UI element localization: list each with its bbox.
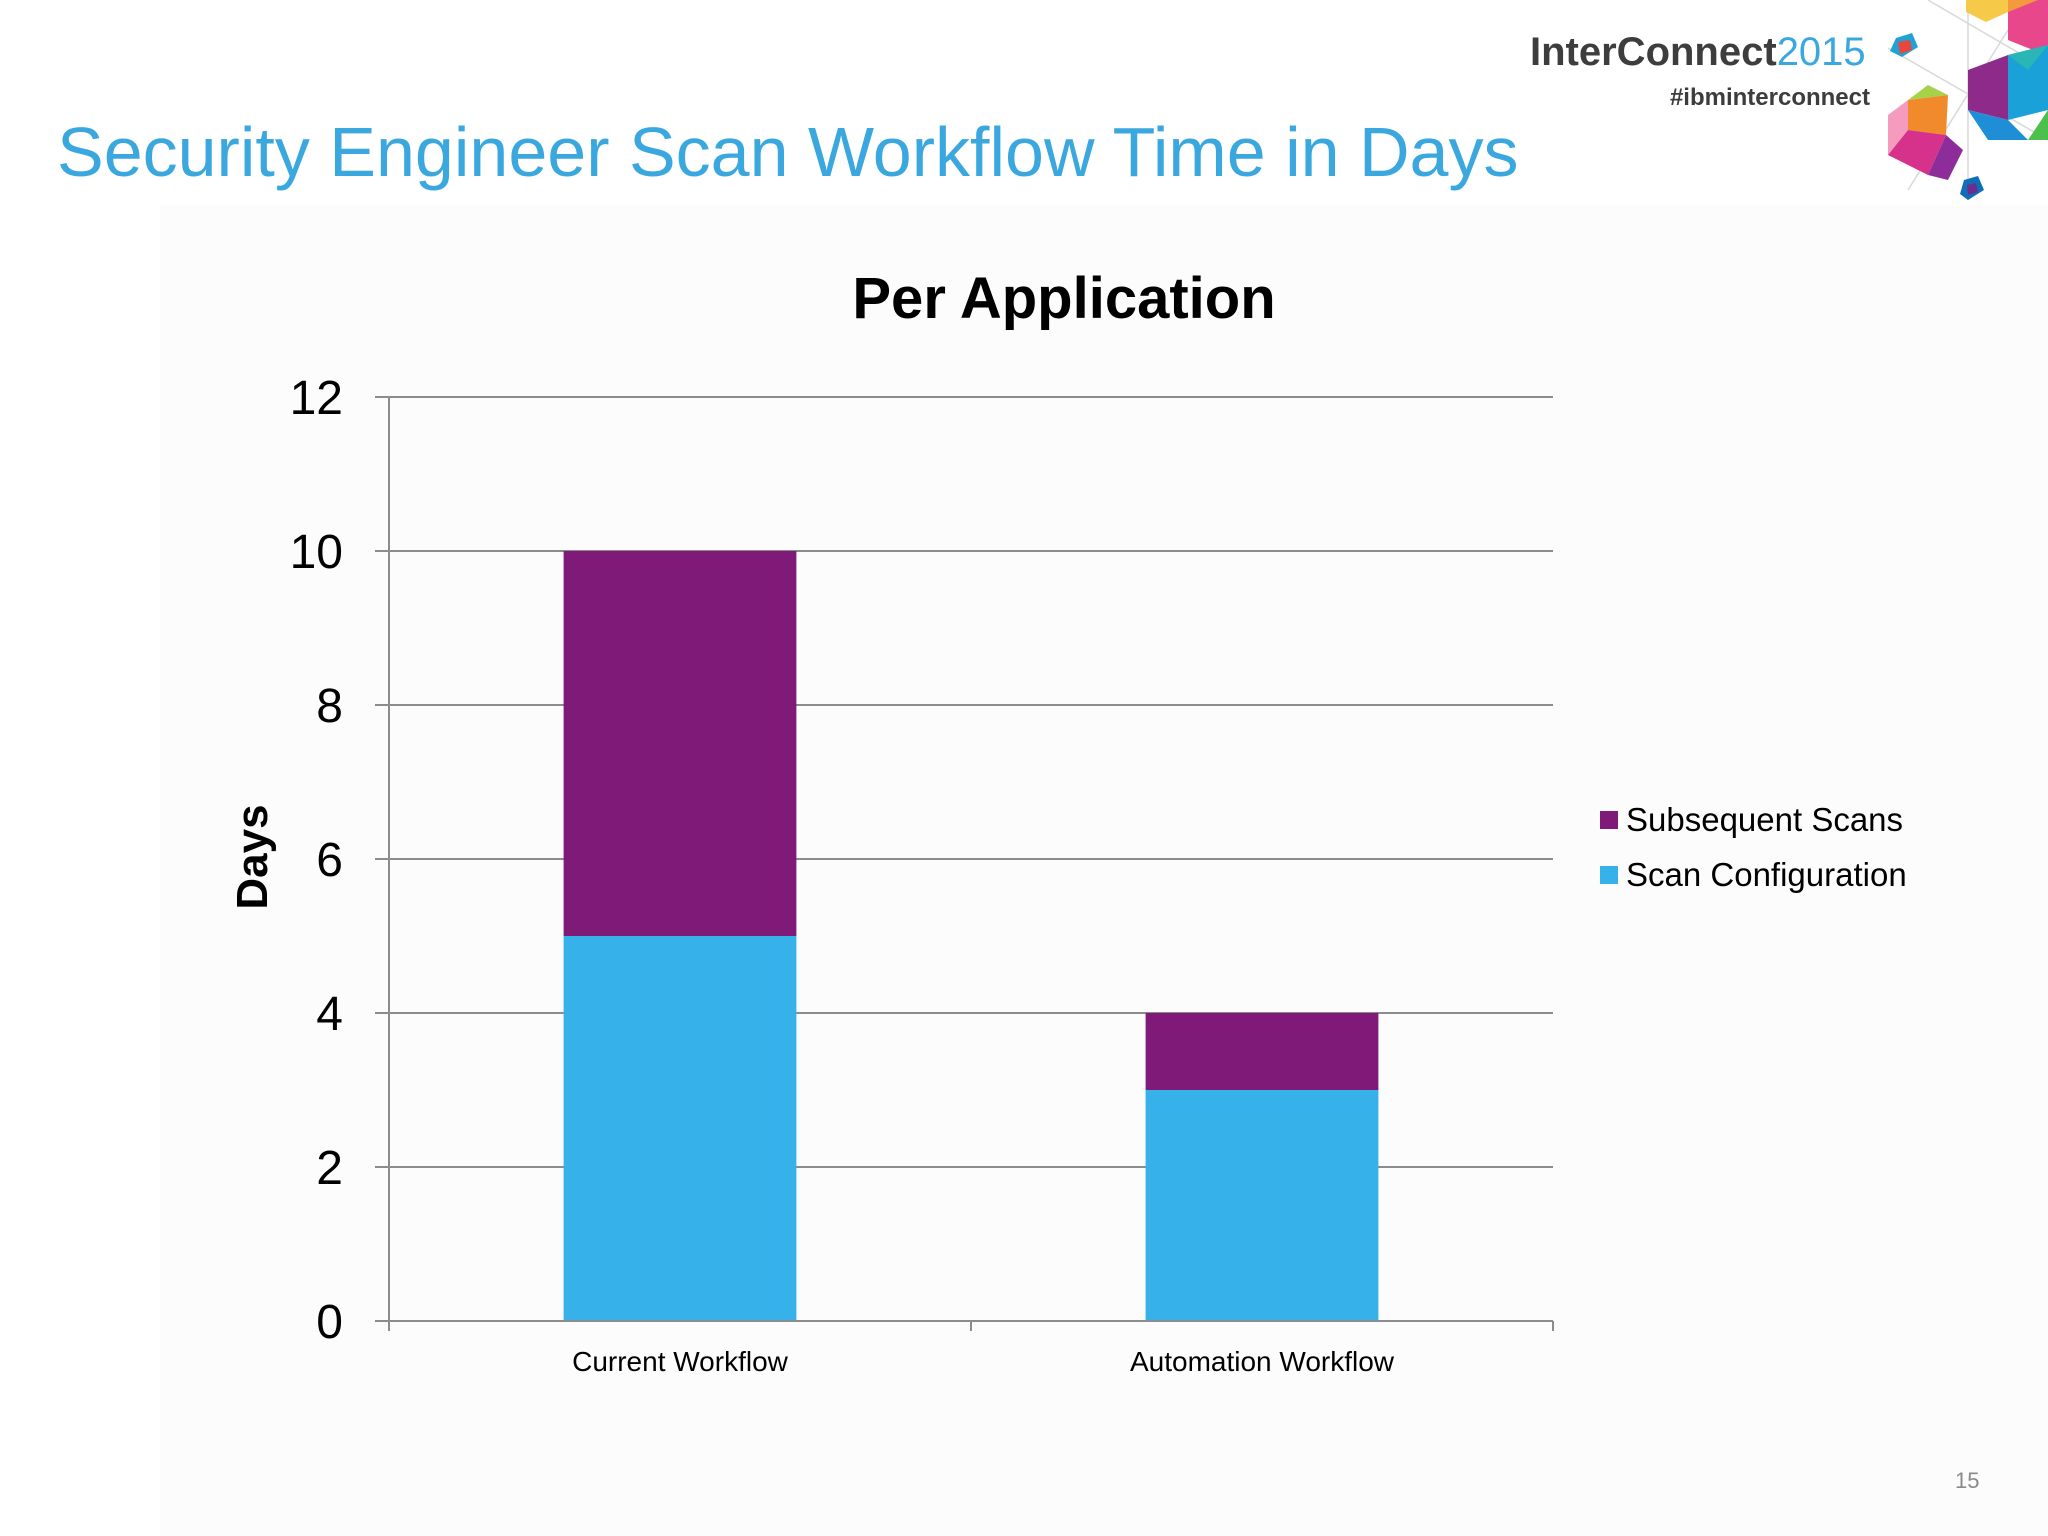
legend-label: Scan Configuration [1626, 856, 1907, 893]
y-tick-label: 8 [316, 680, 343, 733]
y-tick-label: 6 [316, 834, 343, 887]
y-tick-label: 2 [316, 1142, 343, 1195]
logo-brand: InterConnect [1530, 30, 1777, 74]
chart-panel: Per Application Days 0 2 4 6 8 10 12 Current Wo… [160, 205, 2048, 1536]
y-axis-label: Days [228, 804, 277, 909]
bar-segment [563, 936, 797, 1321]
y-tick-label: 4 [316, 988, 343, 1041]
legend-swatch [1600, 811, 1618, 829]
x-category-label: Current Workflow [572, 1346, 789, 1377]
y-tick-label: 0 [316, 1296, 343, 1349]
logo-hashtag: #ibminterconnect [1669, 84, 1870, 111]
bar-segment [1145, 1090, 1379, 1321]
y-tick-label: 12 [290, 372, 343, 425]
interconnect-logo: InterConnect2015 #ibminterconnect [1530, 30, 1870, 120]
page-number: 15 [1955, 1468, 1980, 1493]
hexagon-pattern-decoration [1887, 0, 2048, 200]
bar-segment [1145, 1013, 1379, 1090]
logo-year: 2015 [1776, 30, 1866, 74]
legend-swatch [1600, 866, 1618, 884]
chart-title: Per Application [852, 266, 1275, 331]
y-tick-label: 10 [290, 526, 343, 579]
slide-title: Security Engineer Scan Workflow Time in … [57, 113, 1519, 191]
stacked-bar-chart: Per Application Days 0 2 4 6 8 10 12 Current Wo… [228, 266, 1907, 1377]
x-category-label: Automation Workflow [1130, 1346, 1395, 1377]
bar-segment [563, 551, 797, 936]
legend-label: Subsequent Scans [1626, 801, 1903, 838]
